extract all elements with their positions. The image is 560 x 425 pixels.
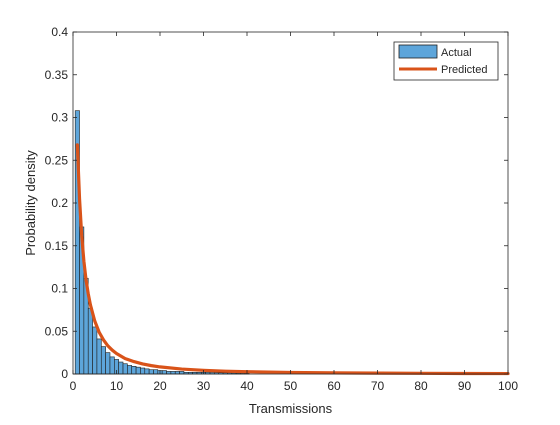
histogram-bar — [140, 367, 146, 375]
x-tick-label: 0 — [70, 379, 77, 393]
histogram-bar — [87, 307, 93, 375]
y-tick-label: 0.1 — [51, 282, 68, 296]
histogram-bar — [105, 352, 111, 375]
legend: Actual Predicted — [393, 41, 499, 81]
x-tick-label: 80 — [414, 379, 428, 393]
x-tick-label: 70 — [371, 379, 385, 393]
histogram-bar — [153, 369, 159, 375]
histogram-bar — [109, 356, 115, 375]
y-tick-label: 0.05 — [45, 324, 69, 338]
legend-label-predicted: Predicted — [441, 64, 487, 76]
histogram-bar — [144, 368, 150, 375]
x-tick-label: 100 — [498, 379, 518, 393]
x-tick-label: 50 — [284, 379, 298, 393]
y-tick-label: 0 — [61, 367, 68, 381]
histogram-bar — [148, 369, 154, 375]
histogram-bar — [92, 326, 98, 375]
x-tick-label: 30 — [197, 379, 211, 393]
histogram-bar — [131, 366, 137, 375]
legend-label-actual: Actual — [441, 47, 472, 59]
ticks-group: 0 10 20 30 40 50 60 70 80 90 100 0 0.05 0.1 0.15 0.2 0.2… — [45, 25, 519, 393]
x-tick-label: 20 — [153, 379, 167, 393]
x-tick-label: 40 — [240, 379, 254, 393]
y-tick-label: 0.4 — [51, 25, 68, 39]
y-tick-label: 0.35 — [45, 68, 69, 82]
y-tick-label: 0.15 — [45, 239, 69, 253]
y-tick-label: 0.3 — [51, 111, 68, 125]
x-tick-label: 90 — [458, 379, 472, 393]
legend-swatch-actual — [398, 44, 438, 59]
histogram-bar — [118, 361, 124, 375]
histogram-bar — [127, 365, 133, 375]
x-tick-label: 10 — [110, 379, 124, 393]
histogram-bar — [161, 370, 167, 375]
histogram-bar — [96, 338, 102, 375]
histogram-bar — [122, 363, 128, 375]
x-tick-label: 60 — [327, 379, 341, 393]
predicted-curve — [75, 143, 510, 376]
x-axis-label: Transmissions — [249, 401, 333, 416]
y-axis-label: Probability density — [23, 150, 38, 256]
histogram-bars — [74, 110, 250, 375]
plot-area-background — [73, 32, 508, 374]
histogram-bar — [100, 346, 106, 375]
histogram-bar — [135, 366, 141, 375]
predicted-curve-group — [75, 143, 510, 376]
y-tick-label: 0.25 — [45, 153, 69, 167]
y-tick-label: 0.2 — [51, 196, 68, 210]
